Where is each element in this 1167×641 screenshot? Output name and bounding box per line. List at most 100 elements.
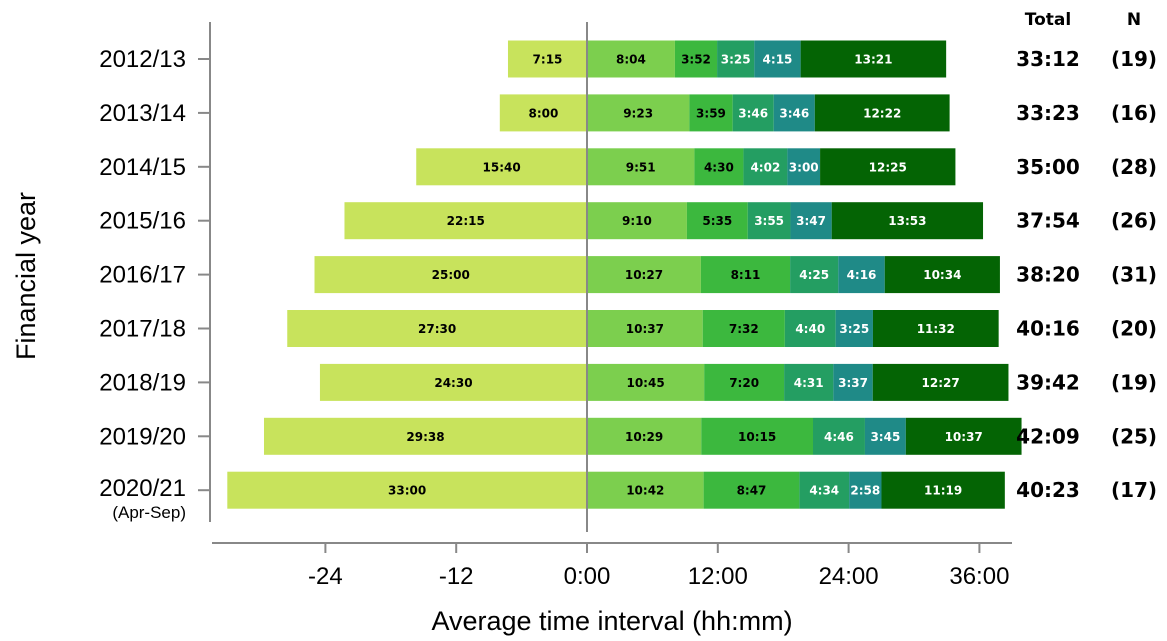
row-n: (16) (1111, 101, 1157, 125)
segment-label: 27:30 (418, 322, 456, 336)
bar-segment (743, 148, 788, 186)
segment-label: 3:46 (738, 106, 768, 120)
bar-segment (790, 202, 832, 240)
segment-label: 4:46 (824, 430, 854, 444)
bar-segment (787, 148, 821, 186)
y-tick-label: 2014/15 (99, 154, 186, 181)
bar-segment (872, 363, 1009, 401)
bars: 7:15 8:04 3:52 3:25 4:15 13:21 8:00 9:23 3:59 3:4… (227, 40, 1022, 509)
row-total: 39:42 (1016, 370, 1080, 394)
bar-segment (587, 310, 703, 347)
x-tick-label: 24:00 (819, 563, 879, 590)
bar-segment (814, 94, 950, 132)
bar-segment (694, 148, 744, 186)
row-n: (19) (1111, 47, 1157, 71)
segment-label: 12:22 (863, 106, 901, 120)
bar-segment (227, 471, 588, 509)
segment-label: 3:46 (779, 106, 809, 120)
segment-label: 3:25 (839, 322, 869, 336)
segment-label: 7:32 (729, 322, 759, 336)
row-n: (31) (1111, 263, 1157, 287)
y-tick-label: 2020/21 (99, 475, 186, 502)
segment-label: 29:38 (406, 430, 444, 444)
segment-label: 4:30 (704, 160, 734, 174)
bar-segment (831, 202, 984, 240)
y-tick-label: 2018/19 (99, 369, 186, 396)
segment-label: 4:02 (750, 160, 780, 174)
y-axis-title: Financial year (11, 192, 41, 360)
row-total: 38:20 (1016, 263, 1080, 287)
row-total: 40:23 (1016, 478, 1080, 502)
segment-label: 15:40 (483, 160, 521, 174)
bar-segment (784, 363, 834, 401)
bar-segment (884, 256, 1000, 294)
segment-label: 4:25 (799, 268, 829, 282)
bar-segment (784, 310, 836, 347)
segment-label: 4:31 (794, 376, 824, 390)
segment-label: 2:58 (850, 484, 880, 498)
bar-segment (747, 202, 791, 240)
x-tick-label: -12 (439, 563, 474, 590)
bar-segment (700, 256, 791, 294)
bar-segment (686, 202, 748, 240)
y-tick-label: 2012/13 (99, 46, 186, 73)
segment-label: 4:34 (809, 484, 839, 498)
bar-row: 22:15 9:10 5:35 3:55 3:47 13:53 (344, 202, 984, 240)
segment-label: 10:29 (625, 430, 663, 444)
row-total: 33:12 (1016, 47, 1080, 71)
segment-label: 9:51 (626, 160, 656, 174)
segment-label: 12:27 (922, 376, 960, 390)
bar-segment (773, 94, 815, 132)
segment-label: 8:11 (731, 268, 761, 282)
bar-segment (754, 40, 801, 78)
bar-segment (587, 363, 705, 401)
bar-segment (701, 417, 813, 455)
segment-label: 10:34 (923, 268, 961, 282)
x-axis-title: Average time interval (hh:mm) (431, 606, 792, 636)
bar-segment (838, 256, 885, 294)
bar-segment (587, 40, 675, 78)
segment-label: 8:47 (737, 484, 767, 498)
row-n: (20) (1111, 317, 1157, 341)
segment-label: 3:25 (721, 53, 751, 67)
segment-label: 11:32 (917, 322, 955, 336)
segment-label: 3:52 (681, 53, 711, 67)
bar-segment (905, 417, 1022, 455)
x-tick-label: -24 (308, 563, 343, 590)
segment-label: 13:21 (854, 53, 892, 67)
bar-segment (704, 363, 785, 401)
y-axis: 2012/13 2013/14 2014/15 2015/16 2016/17 2017/… (99, 22, 211, 522)
segment-label: 8:04 (616, 53, 646, 67)
x-tick-label: 12:00 (688, 563, 748, 590)
bar-segment (812, 417, 865, 455)
bar-segment (820, 148, 956, 186)
segment-label: 10:37 (626, 322, 664, 336)
y-tick-label: 2019/20 (99, 423, 186, 450)
bar-segment (872, 310, 999, 347)
bar-segment (864, 417, 906, 455)
segment-label: 10:45 (626, 376, 664, 390)
y-tick-label: 2017/18 (99, 316, 186, 343)
bar-segment (587, 417, 702, 455)
totals-column: 33:12 (19) 33:23 (16) 35:00 (28) 37:54 (26) 38:2… (1016, 47, 1157, 502)
row-n: (25) (1111, 424, 1157, 448)
segment-label: 4:16 (847, 268, 877, 282)
bar-segment (344, 202, 587, 240)
segment-label: 3:37 (838, 376, 868, 390)
segment-label: 10:37 (945, 430, 983, 444)
bar-segment (507, 40, 587, 78)
row-total: 42:09 (1016, 424, 1080, 448)
row-n: (19) (1111, 370, 1157, 394)
segment-label: 4:15 (763, 53, 793, 67)
bar-row: 27:30 10:37 7:32 4:40 3:25 11:32 (287, 310, 999, 347)
y-tick-label: 2013/14 (99, 100, 186, 127)
bar-segment (800, 40, 947, 78)
bar-row: 33:00 10:42 8:47 4:34 2:58 11:19 (227, 471, 1005, 509)
bar-segment (587, 202, 687, 240)
bar-segment (416, 148, 587, 186)
bar-segment (703, 471, 800, 509)
bar-segment (587, 471, 704, 509)
y-tick-label: 2016/17 (99, 262, 186, 289)
segment-label: 12:25 (869, 160, 907, 174)
segment-label: 11:19 (924, 484, 962, 498)
